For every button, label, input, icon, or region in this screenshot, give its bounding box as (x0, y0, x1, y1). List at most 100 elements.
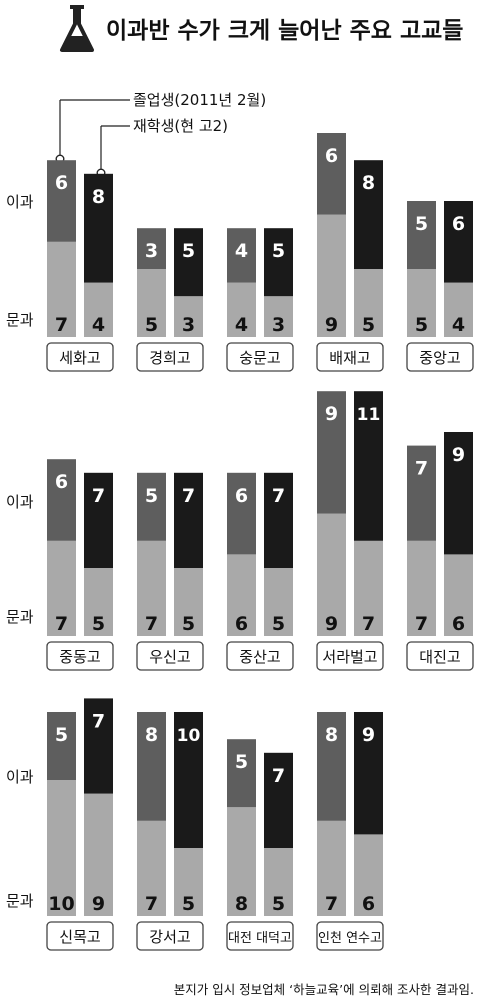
flask-icon (60, 5, 94, 52)
school-label: 세화고 (46, 342, 114, 372)
row-label-science: 이과 (6, 768, 34, 786)
value-label-science-graduate: 4 (235, 240, 248, 262)
bar-liberal-graduate (317, 513, 346, 636)
school-name: 중산고 (239, 648, 280, 666)
school-label-box (226, 342, 294, 372)
value-label-liberal-graduate: 5 (145, 314, 158, 336)
bar-liberal-current (264, 568, 293, 636)
bar-liberal-current (174, 568, 203, 636)
bar-liberal-graduate (227, 554, 256, 636)
value-label-liberal-current: 5 (362, 314, 375, 336)
value-label-liberal-graduate: 8 (235, 893, 248, 915)
value-label-science-current: 8 (92, 186, 105, 208)
bar-liberal-current (354, 540, 383, 636)
school-label: 인천 연수고 (316, 921, 384, 951)
bar-science-graduate (137, 712, 166, 821)
value-label-science-graduate: 8 (325, 724, 338, 746)
bar-science-current (264, 228, 293, 297)
value-label-liberal-graduate: 5 (415, 314, 428, 336)
school-label: 숭문고 (226, 342, 294, 372)
value-label-liberal-current: 3 (272, 314, 285, 336)
bar-science-current (174, 712, 203, 848)
school-name: 대진고 (419, 648, 460, 666)
bar-science-graduate (137, 472, 166, 541)
value-label-science-current: 7 (272, 485, 285, 507)
bar-liberal-graduate (47, 780, 76, 916)
bar-science-current (264, 472, 293, 568)
value-label-science-current: 6 (452, 213, 465, 235)
bar-science-graduate (47, 459, 76, 541)
school-label-box (46, 342, 114, 372)
value-label-science-graduate: 3 (145, 240, 158, 262)
value-label-science-current: 10 (177, 726, 201, 746)
school-label-box (136, 921, 204, 951)
bar-science-current (354, 712, 383, 835)
school-name: 우신고 (149, 648, 190, 666)
value-label-liberal-graduate: 9 (325, 314, 338, 336)
value-label-liberal-graduate: 9 (325, 613, 338, 635)
row-labels: 이과 문과 이과 문과 이과 문과 (6, 193, 34, 910)
value-label-science-current: 7 (182, 485, 195, 507)
school-label: 대진고 (406, 641, 474, 671)
bar-liberal-current (444, 554, 473, 636)
bar-liberal-current (264, 296, 293, 337)
bar-science-current (354, 160, 383, 269)
bars: 7 6 4 8 5 3 3 5 4 4 3 5 9 6 5 8 5 5 4 6 7 6 5 7 7 5 5 7 6 6 5 7 9 9 7 11 7 7 6… (47, 133, 473, 916)
source-note: 본지가 입시 정보업체 ‘하늘교육’에 의뢰해 조사한 결과임. (174, 982, 474, 997)
value-label-liberal-current: 4 (92, 314, 105, 336)
bar-science-graduate (407, 445, 436, 541)
value-label-liberal-graduate: 7 (415, 613, 428, 635)
school-name: 인천 연수고 (318, 931, 382, 946)
value-label-liberal-current: 3 (182, 314, 195, 336)
bar-liberal-graduate (227, 807, 256, 916)
bar-liberal-graduate (137, 540, 166, 636)
value-label-science-graduate: 8 (145, 724, 158, 746)
school-label-box (406, 641, 474, 671)
school-label: 경희고 (136, 342, 204, 372)
bar-science-current (84, 698, 113, 794)
value-label-liberal-graduate: 6 (235, 613, 248, 635)
value-label-science-current: 11 (357, 405, 381, 425)
value-label-liberal-graduate: 4 (235, 314, 248, 336)
value-label-liberal-graduate: 7 (325, 893, 338, 915)
value-label-science-current: 5 (182, 240, 195, 262)
bar-liberal-graduate (407, 269, 436, 337)
school-label-box (136, 342, 204, 372)
bar-science-current (354, 391, 383, 541)
row-label-science: 이과 (6, 493, 34, 511)
school-name: 세화고 (59, 349, 100, 367)
school-name: 강서고 (149, 928, 190, 946)
school-name: 중앙고 (419, 349, 460, 367)
value-label-liberal-current: 7 (362, 613, 375, 635)
school-label: 강서고 (136, 921, 204, 951)
bar-science-current (174, 472, 203, 568)
value-label-science-graduate: 5 (415, 213, 428, 235)
bar-science-graduate (317, 391, 346, 514)
school-name: 서라벌고 (322, 648, 377, 666)
row-label-science: 이과 (6, 193, 34, 211)
value-label-science-graduate: 7 (415, 458, 428, 480)
school-label-box (316, 641, 384, 671)
value-label-liberal-current: 5 (272, 613, 285, 635)
bar-liberal-graduate (227, 282, 256, 337)
bar-liberal-current (264, 848, 293, 916)
value-label-science-graduate: 5 (55, 724, 68, 746)
value-label-liberal-graduate: 7 (55, 314, 68, 336)
value-label-science-graduate: 6 (55, 172, 68, 194)
value-label-liberal-current: 5 (182, 613, 195, 635)
bar-science-graduate (47, 712, 76, 780)
bar-liberal-current (354, 834, 383, 916)
school-label: 신목고 (46, 921, 114, 951)
bar-science-graduate (407, 201, 436, 269)
school-label: 중산고 (226, 641, 294, 671)
bar-science-graduate (227, 228, 256, 283)
school-label-box (316, 921, 384, 951)
bar-liberal-current (354, 269, 383, 337)
value-label-science-graduate: 5 (235, 751, 248, 773)
school-label: 중동고 (46, 641, 114, 671)
legend-current: 재학생(현 고2) (133, 117, 228, 135)
bar-science-current (264, 752, 293, 848)
school-label-box (46, 921, 114, 951)
value-label-liberal-current: 5 (92, 613, 105, 635)
